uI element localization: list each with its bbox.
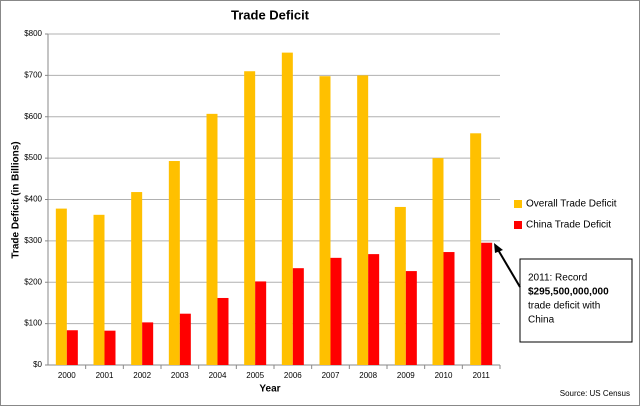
bar — [66, 330, 78, 365]
y-tick-label: $700 — [24, 70, 42, 79]
annotation-text: trade deficit with — [528, 301, 600, 312]
x-tick-label: 2003 — [171, 371, 189, 380]
bar — [481, 242, 493, 365]
annotation-arrowhead — [494, 243, 503, 253]
x-tick-label: 2006 — [284, 371, 302, 380]
bar — [55, 208, 67, 365]
x-tick-label: 2000 — [58, 371, 76, 380]
bar — [443, 252, 455, 365]
y-tick-label: $600 — [24, 112, 42, 121]
bar — [319, 76, 331, 365]
bar — [432, 158, 444, 365]
x-tick-label: 2008 — [359, 371, 377, 380]
bar — [357, 75, 369, 365]
bar — [142, 322, 154, 365]
x-axis-title: Year — [259, 384, 280, 395]
x-tick-label: 2011 — [473, 371, 491, 380]
bar — [168, 161, 180, 365]
y-tick-label: $500 — [24, 153, 42, 162]
bar — [281, 52, 293, 366]
annotation-box — [519, 258, 633, 343]
bar — [292, 268, 304, 365]
y-tick-label: $100 — [24, 319, 42, 328]
bar — [470, 133, 482, 365]
x-tick-label: 2010 — [435, 371, 453, 380]
source-note: Source: US Census — [560, 389, 630, 398]
annotation-text: $295,500,000,000 — [528, 287, 609, 298]
annotation-text: 2011: Record — [528, 273, 587, 284]
bar — [405, 271, 417, 365]
legend-label: Overall Trade Deficit — [526, 199, 617, 210]
y-tick-label: $300 — [24, 236, 42, 245]
legend-label: China Trade Deficit — [526, 220, 611, 231]
x-tick-label: 2004 — [209, 371, 227, 380]
x-tick-label: 2009 — [397, 371, 415, 380]
y-tick-label: $800 — [24, 29, 42, 38]
bar — [330, 257, 342, 365]
y-tick-label: $400 — [24, 195, 42, 204]
y-tick-label: $200 — [24, 277, 42, 286]
annotation-arrow — [496, 247, 521, 288]
legend-swatch — [514, 200, 522, 208]
x-tick-label: 2002 — [133, 371, 151, 380]
legend-swatch — [514, 221, 522, 229]
bar — [394, 206, 406, 365]
bar — [179, 313, 191, 365]
y-tick-label: $0 — [33, 360, 42, 369]
chart-title: Trade Deficit — [231, 7, 310, 22]
bar — [206, 113, 218, 365]
x-tick-label: 2005 — [246, 371, 264, 380]
bar — [255, 281, 267, 365]
bar — [368, 254, 380, 365]
y-axis-title: Trade Deficit (in Billions) — [11, 141, 22, 258]
bar — [217, 297, 229, 365]
annotation-text: China — [528, 315, 555, 326]
bar — [131, 192, 143, 365]
x-tick-label: 2007 — [322, 371, 340, 380]
x-tick-label: 2001 — [96, 371, 114, 380]
bar — [104, 330, 116, 365]
bar — [244, 71, 256, 366]
bar — [93, 214, 105, 365]
